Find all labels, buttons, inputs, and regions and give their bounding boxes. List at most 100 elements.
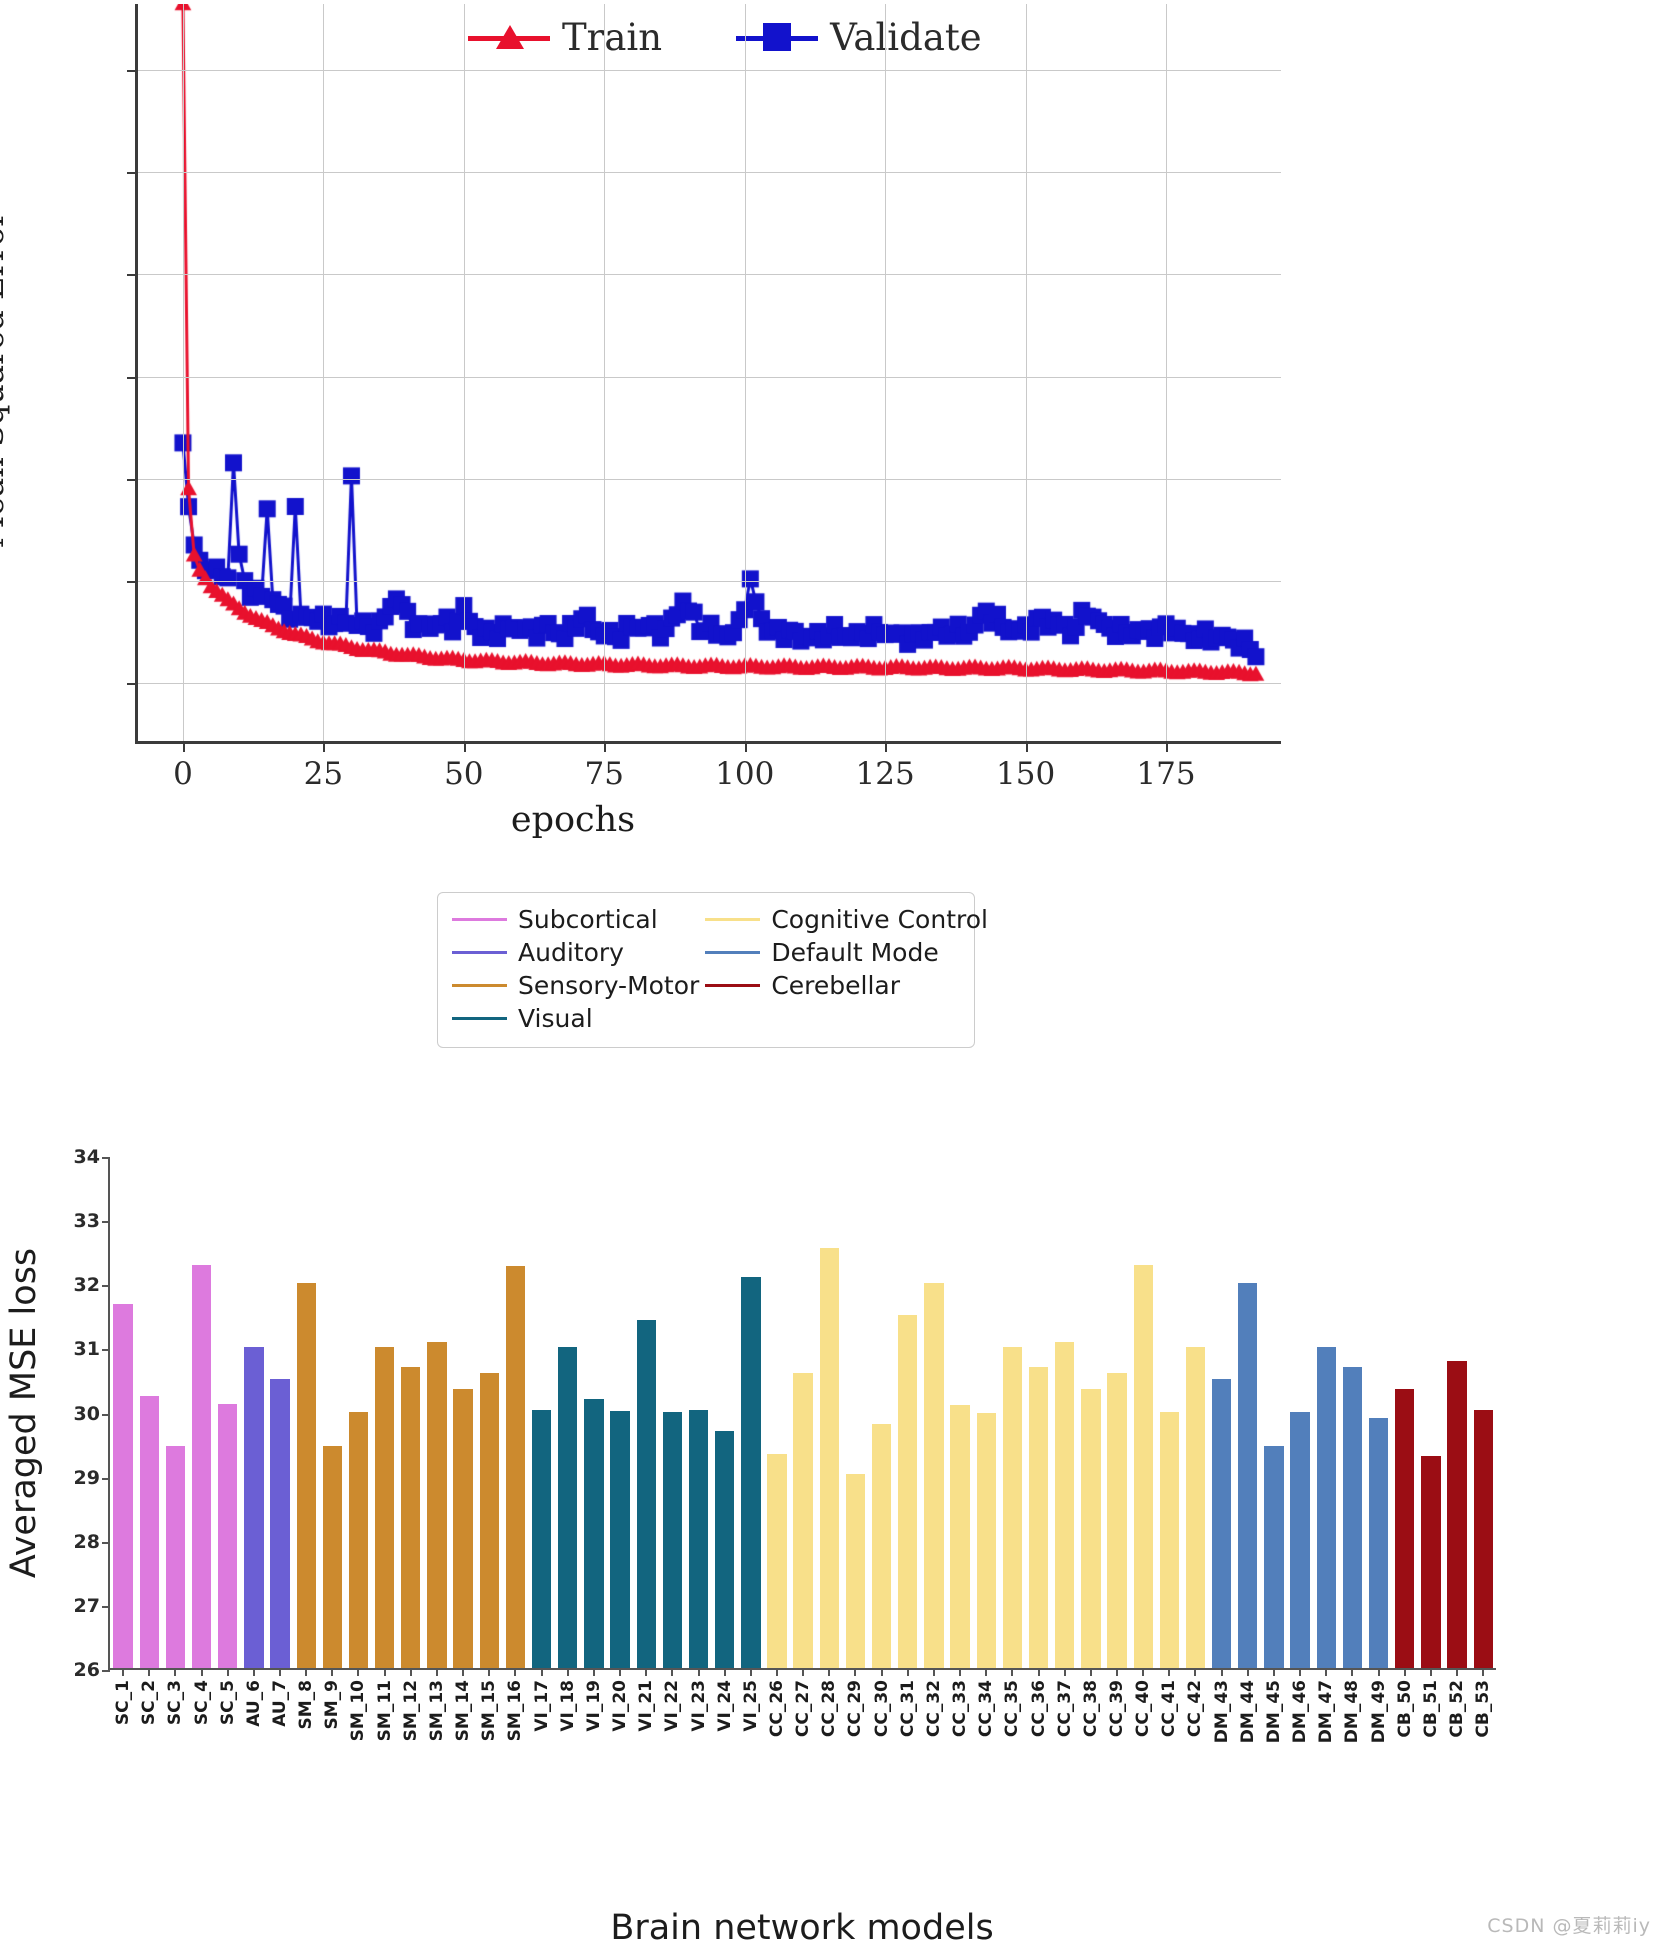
bar-cell[interactable]: SM_14 — [450, 1157, 476, 1741]
bar[interactable] — [531, 1410, 552, 1668]
bar-cell[interactable]: VI_21 — [633, 1157, 659, 1732]
bar-cell[interactable]: CC_38 — [1078, 1157, 1104, 1737]
bar-cell[interactable]: AU_6 — [241, 1157, 267, 1727]
bar[interactable] — [1028, 1366, 1049, 1668]
bar[interactable] — [165, 1446, 186, 1668]
bar[interactable] — [218, 1403, 238, 1668]
bar[interactable] — [976, 1412, 996, 1668]
bar[interactable] — [871, 1423, 892, 1668]
bar-cell[interactable]: VI_17 — [529, 1157, 555, 1732]
bar[interactable] — [1368, 1417, 1389, 1668]
bar[interactable] — [427, 1341, 447, 1668]
bar[interactable] — [1238, 1283, 1258, 1668]
bar[interactable] — [348, 1411, 369, 1668]
bar-cell[interactable]: CC_30 — [869, 1157, 895, 1737]
bar-cell[interactable]: DM_45 — [1261, 1157, 1287, 1743]
bar-cell[interactable]: SC_2 — [136, 1157, 162, 1725]
bar-cell[interactable]: DM_48 — [1339, 1157, 1365, 1743]
bar-cell[interactable]: SM_16 — [502, 1157, 528, 1741]
bar[interactable] — [1395, 1389, 1415, 1668]
bar[interactable] — [113, 1303, 133, 1668]
bar[interactable] — [374, 1346, 395, 1668]
bar-cell[interactable]: CC_26 — [764, 1157, 790, 1737]
bar[interactable] — [1290, 1411, 1310, 1668]
bar-cell[interactable]: VI_25 — [738, 1157, 764, 1732]
bar-cell[interactable]: DM_47 — [1313, 1157, 1339, 1743]
bar[interactable] — [924, 1283, 944, 1668]
bar[interactable] — [1002, 1346, 1023, 1668]
bar[interactable] — [793, 1373, 813, 1668]
bar-cell[interactable]: CC_31 — [895, 1157, 921, 1737]
bar-cell[interactable]: VI_18 — [555, 1157, 581, 1732]
bar[interactable] — [662, 1411, 683, 1668]
bar[interactable] — [1342, 1366, 1363, 1668]
bar-cell[interactable]: AU_7 — [267, 1157, 293, 1727]
bar-cell[interactable]: CB_53 — [1470, 1157, 1496, 1738]
bar-cell[interactable]: CB_51 — [1418, 1157, 1444, 1738]
bar[interactable] — [505, 1265, 526, 1668]
bar[interactable] — [636, 1319, 656, 1668]
bar[interactable] — [1185, 1346, 1206, 1668]
bar-cell[interactable]: VI_22 — [659, 1157, 685, 1732]
bar-cell[interactable]: CC_28 — [816, 1157, 842, 1737]
bar-cell[interactable]: CC_41 — [1156, 1157, 1182, 1737]
bar-cell[interactable]: SC_5 — [215, 1157, 241, 1725]
bar[interactable] — [1211, 1379, 1232, 1668]
bar[interactable] — [1107, 1373, 1127, 1668]
bar[interactable] — [845, 1474, 866, 1668]
bar-cell[interactable]: CC_37 — [1052, 1157, 1078, 1737]
bar[interactable] — [1159, 1411, 1179, 1668]
bar-cell[interactable]: VI_24 — [712, 1157, 738, 1732]
bar[interactable] — [898, 1315, 918, 1668]
bar[interactable] — [819, 1247, 839, 1668]
bar-cell[interactable]: DM_43 — [1209, 1157, 1235, 1743]
bar[interactable] — [1133, 1265, 1153, 1668]
bar[interactable] — [584, 1398, 604, 1668]
bar[interactable] — [950, 1405, 970, 1668]
bar[interactable] — [1081, 1389, 1101, 1668]
bar-cell[interactable]: CC_29 — [842, 1157, 868, 1737]
bar-cell[interactable]: CC_39 — [1104, 1157, 1130, 1737]
bar[interactable] — [1447, 1360, 1467, 1668]
bar-cell[interactable]: VI_23 — [685, 1157, 711, 1732]
bar[interactable] — [688, 1409, 709, 1668]
bar[interactable] — [139, 1396, 159, 1668]
bar-cell[interactable]: DM_49 — [1366, 1157, 1392, 1743]
bar-cell[interactable]: SM_8 — [293, 1157, 319, 1730]
bar[interactable] — [741, 1276, 761, 1668]
bar-cell[interactable]: SM_10 — [345, 1157, 371, 1741]
bar[interactable] — [610, 1410, 630, 1668]
bar-cell[interactable]: CC_42 — [1182, 1157, 1208, 1737]
bar[interactable] — [296, 1283, 316, 1668]
bar[interactable] — [767, 1453, 787, 1668]
bar-cell[interactable]: CC_40 — [1130, 1157, 1156, 1737]
bar[interactable] — [1473, 1410, 1493, 1668]
bar[interactable] — [1264, 1446, 1284, 1668]
bar-cell[interactable]: SM_13 — [424, 1157, 450, 1741]
bar[interactable] — [1421, 1456, 1441, 1668]
bar-cell[interactable]: CC_35 — [999, 1157, 1025, 1737]
bar-cell[interactable]: SM_12 — [398, 1157, 424, 1741]
bar-cell[interactable]: SM_9 — [319, 1157, 345, 1730]
bar-cell[interactable]: SC_4 — [188, 1157, 214, 1725]
bar-cell[interactable]: DM_46 — [1287, 1157, 1313, 1743]
bar-cell[interactable]: VI_19 — [581, 1157, 607, 1732]
bar-cell[interactable]: CC_34 — [973, 1157, 999, 1737]
bar-cell[interactable]: SC_1 — [110, 1157, 136, 1725]
bar[interactable] — [244, 1346, 264, 1668]
bar-cell[interactable]: SM_15 — [476, 1157, 502, 1741]
bar[interactable] — [715, 1430, 735, 1668]
bar[interactable] — [270, 1379, 290, 1668]
bar[interactable] — [453, 1389, 473, 1668]
bar[interactable] — [191, 1265, 212, 1668]
bar[interactable] — [558, 1346, 578, 1668]
bar[interactable] — [1316, 1346, 1336, 1668]
bar-cell[interactable]: CC_32 — [921, 1157, 947, 1737]
bar[interactable] — [479, 1373, 499, 1668]
bar-cell[interactable]: CB_50 — [1392, 1157, 1418, 1738]
bar[interactable] — [1055, 1341, 1075, 1668]
bar-cell[interactable]: SM_11 — [372, 1157, 398, 1741]
bar-cell[interactable]: SC_3 — [162, 1157, 188, 1725]
bar-cell[interactable]: CC_36 — [1025, 1157, 1051, 1737]
bar[interactable] — [322, 1446, 342, 1668]
